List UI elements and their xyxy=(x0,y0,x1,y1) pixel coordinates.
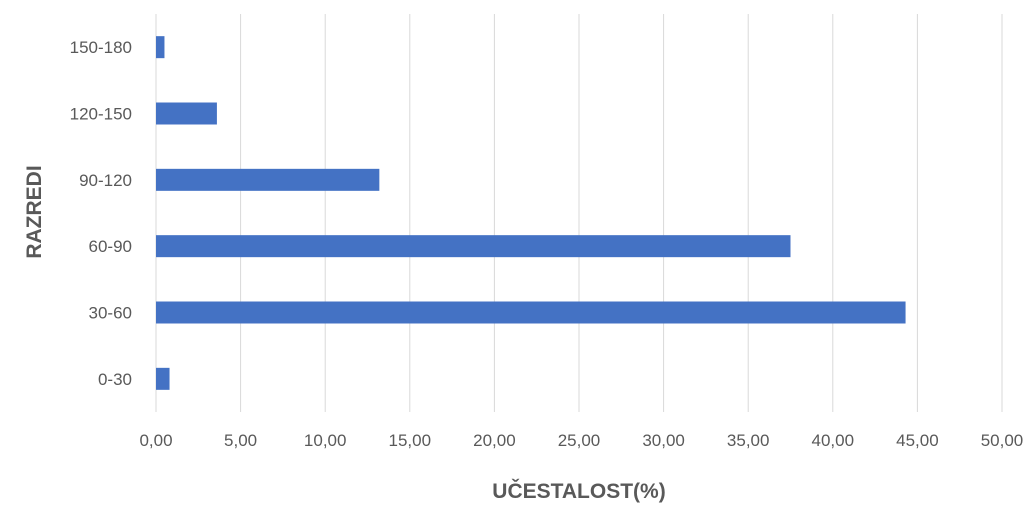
x-tick-label: 30,00 xyxy=(642,431,685,450)
y-axis-title: RAZREDI xyxy=(23,165,46,258)
bar-30-60 xyxy=(156,301,906,324)
x-tick-label: 0,00 xyxy=(139,431,172,450)
x-tick-labels: 0,00 5,00 10,00 15,00 20,00 25,00 30,00 35,00 40… xyxy=(139,431,1023,450)
x-tick-label: 50,00 xyxy=(981,431,1024,450)
y-tick-label: 90-120 xyxy=(79,171,132,190)
y-tick-label: 150-180 xyxy=(70,38,132,57)
bar-60-90 xyxy=(156,235,791,258)
x-tick-label: 35,00 xyxy=(727,431,770,450)
x-tick-label: 10,00 xyxy=(304,431,347,450)
gridlines xyxy=(155,14,1003,412)
y-tick-labels: 0-30 30-60 60-90 90-120 120-150 150-180 xyxy=(70,38,132,389)
x-tick-label: 15,00 xyxy=(389,431,432,450)
x-tick-label: 5,00 xyxy=(224,431,257,450)
x-tick-label: 45,00 xyxy=(896,431,939,450)
y-tick-label: 120-150 xyxy=(70,105,132,124)
bar-150-180 xyxy=(156,36,165,59)
y-tick-label: 60-90 xyxy=(89,237,132,256)
x-tick-label: 25,00 xyxy=(558,431,601,450)
bars xyxy=(156,36,906,390)
bar-0-30 xyxy=(156,367,170,390)
x-axis-title: UČESTALOST(%) xyxy=(492,479,665,503)
x-tick-label: 20,00 xyxy=(473,431,516,450)
bar-90-120 xyxy=(156,168,380,191)
y-tick-label: 30-60 xyxy=(89,304,132,323)
x-tick-label: 40,00 xyxy=(812,431,855,450)
bar-120-150 xyxy=(156,102,217,125)
y-tick-label: 0-30 xyxy=(98,370,132,389)
